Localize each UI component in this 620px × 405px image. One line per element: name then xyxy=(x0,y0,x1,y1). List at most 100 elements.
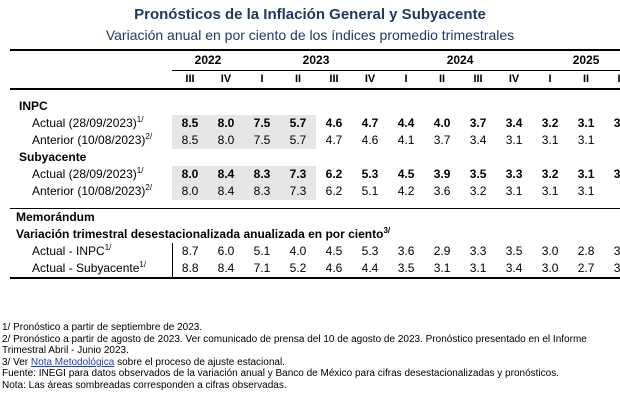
section-row: INPC xyxy=(10,98,620,115)
value-cell xyxy=(604,183,620,200)
table-title: Pronósticos de la Inflación General y Su… xyxy=(134,6,486,23)
forecast-table: 2022 2023 2024 2025 III IV I II III IV I… xyxy=(10,49,620,279)
value-cell: 8.8 xyxy=(171,260,208,279)
value-cell: 3.5 xyxy=(469,167,487,181)
value-cell: 3.1 xyxy=(424,260,461,279)
value-cell: 4.6 xyxy=(316,260,353,279)
methodology-note-link[interactable]: Nota Metodológica xyxy=(30,356,115,368)
year-header: 2023 xyxy=(244,49,389,71)
value-cell: 3.1 xyxy=(577,167,595,181)
value-cell: 4.0 xyxy=(289,244,307,258)
section-label-memorandum: Memorándum xyxy=(10,208,620,226)
table-subtitle: Variación anual en por ciento de los índ… xyxy=(105,27,515,43)
value-cell: 7.5 xyxy=(244,115,281,132)
value-cell: 8.7 xyxy=(171,243,208,260)
value-cell: 5.3 xyxy=(361,244,379,258)
value-cell: 8.4 xyxy=(208,166,245,183)
value-cell: 3.2 xyxy=(469,184,487,198)
table-row: Actual (28/09/2023)1/ 8.0 8.4 8.3 7.3 6.2 5.3… xyxy=(10,166,620,183)
value-cell: 3.1 xyxy=(577,133,595,147)
value-cell: 3.5 xyxy=(505,244,523,258)
value-cell: 4.5 xyxy=(397,167,415,181)
value-cell: 8.0 xyxy=(208,132,245,149)
value-cell: 3.6 xyxy=(397,244,415,258)
table-row: Actual - INPC1/ 8.7 6.0 5.1 4.0 4.5 5.3 3.6 2.9… xyxy=(10,243,620,260)
value-cell: 2.9 xyxy=(433,244,451,258)
value-cell: 3.2 xyxy=(541,167,559,181)
quarter-header: II xyxy=(568,70,605,90)
quarter-header: III xyxy=(460,70,497,90)
value-cell: 3.2 xyxy=(541,116,559,130)
quarter-header: IV xyxy=(352,70,389,90)
value-cell: 3.1 xyxy=(577,116,595,130)
value-cell: 5.7 xyxy=(280,115,317,132)
source-note: Fuente: INEGI para datos observados de l… xyxy=(2,368,559,380)
value-cell: 3.1 xyxy=(541,184,559,198)
footnote-3: 3/ Ver Nota Metodológica sobre el proces… xyxy=(2,356,285,368)
value-cell: 6.2 xyxy=(325,167,343,181)
row-label: Actual (28/09/2023)1/ xyxy=(32,115,144,131)
quarter-header: I xyxy=(388,70,425,90)
value-cell: 5.1 xyxy=(361,184,379,198)
row-label: Actual (28/09/2023)1/ xyxy=(32,166,144,182)
quarter-header: I xyxy=(244,70,281,90)
section-label-subyacente: Subyacente xyxy=(19,150,87,164)
value-cell: 3.1 xyxy=(613,116,620,130)
value-cell: 4.4 xyxy=(397,116,415,130)
value-cell: 3.7 xyxy=(433,133,451,147)
section-row: Memorándum xyxy=(10,208,620,226)
value-cell: 3.0 xyxy=(541,244,559,258)
value-cell: 4.7 xyxy=(361,116,379,130)
value-cell: 3.3 xyxy=(613,244,620,258)
value-cell: 6.2 xyxy=(325,184,343,198)
year-header: 2025 xyxy=(532,49,620,71)
value-cell: 7.1 xyxy=(244,260,281,279)
value-cell: 4.7 xyxy=(325,133,343,147)
row-label: Anterior (10/08/2023)2/ xyxy=(32,132,153,148)
quarter-header: I xyxy=(532,70,569,90)
quarter-header: III xyxy=(316,70,353,90)
value-cell: 4.1 xyxy=(397,133,415,147)
section-row: Variación trimestral desestacionalizada … xyxy=(10,226,620,243)
value-cell: 3.1 xyxy=(541,133,559,147)
footnote-2: 2/ Pronóstico a partir de agosto de 2023… xyxy=(2,333,587,357)
row-label: Actual - Subyacente1/ xyxy=(10,260,172,279)
value-cell: 3.1 xyxy=(613,167,620,181)
value-cell: 8.4 xyxy=(208,183,245,200)
value-cell: 5.2 xyxy=(280,260,317,279)
value-cell: 3.1 xyxy=(460,260,497,279)
footnote-1: 1/ Pronóstico a partir de septiembre de … xyxy=(2,322,203,333)
value-cell: 7.3 xyxy=(280,183,317,200)
footnotes: 1/ Pronóstico a partir de septiembre de … xyxy=(2,322,616,392)
row-label: Actual - INPC1/ xyxy=(32,243,112,259)
row-label: Anterior (10/08/2023)2/ xyxy=(32,183,153,199)
value-cell: 7.5 xyxy=(244,132,281,149)
value-cell: 4.6 xyxy=(361,133,379,147)
value-cell: 3.4 xyxy=(496,260,533,279)
year-header: 2024 xyxy=(388,49,533,71)
value-cell: 7.3 xyxy=(280,166,317,183)
value-cell: 3.0 xyxy=(532,260,569,279)
value-cell: 3.6 xyxy=(433,184,451,198)
value-cell: 5.1 xyxy=(253,244,271,258)
quarter-header: III xyxy=(604,70,620,90)
section-label-inpc: INPC xyxy=(19,99,48,113)
value-cell: 8.0 xyxy=(172,166,208,183)
year-header-row: 2022 2023 2024 2025 xyxy=(10,49,620,71)
quarter-header: II xyxy=(280,70,317,90)
value-cell: 3.2 xyxy=(604,260,620,279)
value-cell: 3.4 xyxy=(505,116,523,130)
value-cell: 4.0 xyxy=(433,116,451,130)
table-row: Actual (28/09/2023)1/ 8.5 8.0 7.5 5.7 4.6 4.7… xyxy=(10,115,620,132)
value-cell: 5.7 xyxy=(280,132,317,149)
year-header: 2022 xyxy=(172,49,245,71)
value-cell: 3.1 xyxy=(505,133,523,147)
value-cell: 8.0 xyxy=(208,115,245,132)
quarter-header: IV xyxy=(496,70,533,90)
value-cell: 5.3 xyxy=(361,167,379,181)
section-row: Subyacente xyxy=(10,149,620,166)
value-cell: 4.5 xyxy=(325,244,343,258)
value-cell: 8.3 xyxy=(244,166,281,183)
value-cell: 8.0 xyxy=(172,183,208,200)
value-cell: 3.7 xyxy=(469,116,487,130)
